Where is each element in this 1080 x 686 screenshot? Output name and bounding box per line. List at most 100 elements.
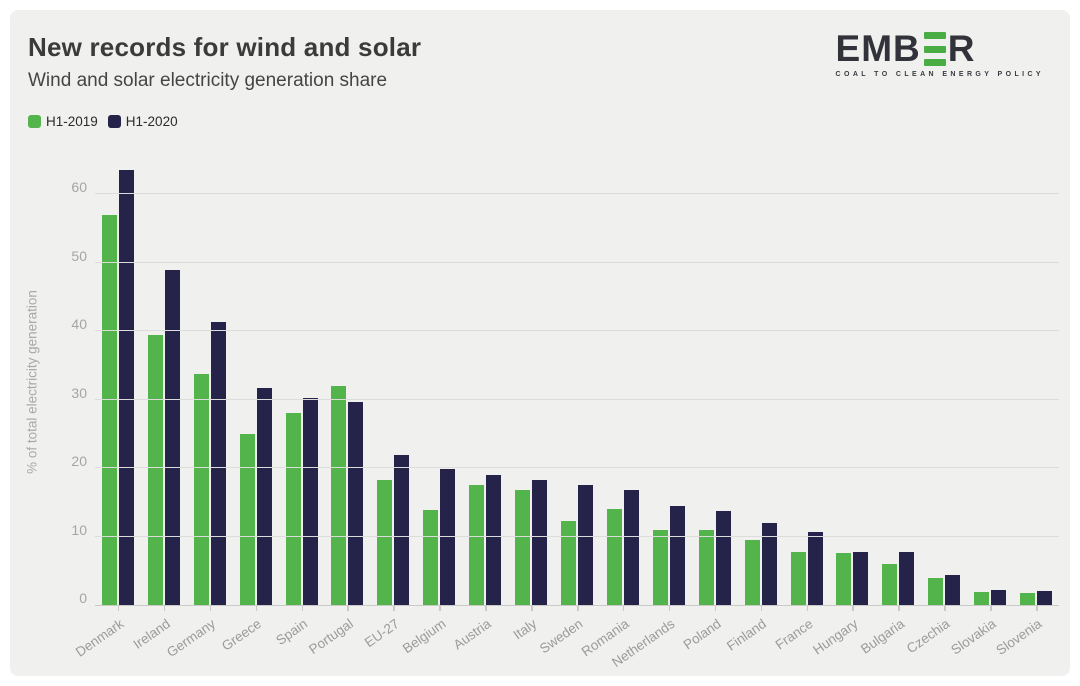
x-tick: [577, 605, 579, 611]
x-axis-label-austria: Austria: [450, 616, 494, 653]
x-tick: [1036, 605, 1038, 611]
legend-label: H1-2019: [46, 114, 98, 129]
bar-h1-2019-austria[interactable]: [469, 484, 485, 605]
bar-group-greece: Greece: [219, 160, 279, 654]
bar-h1-2020-germany[interactable]: [210, 321, 226, 605]
bar-group-austria: Austria: [451, 160, 508, 652]
x-tick: [209, 605, 212, 611]
bar-h1-2019-romania[interactable]: [606, 508, 622, 605]
bar-h1-2020-hungary[interactable]: [853, 551, 869, 605]
bar-h1-2020-austria[interactable]: [486, 474, 502, 605]
bar-h1-2020-greece[interactable]: [256, 388, 272, 605]
bar-group-eu-27: EU-27: [362, 160, 416, 650]
bar-group-france: France: [772, 160, 830, 652]
bar-group-netherlands: Netherlands: [609, 160, 692, 670]
x-axis-label-greece: Greece: [219, 616, 265, 654]
logo-text-start: EMB: [835, 28, 921, 69]
bar-h1-2019-sweden[interactable]: [561, 520, 577, 605]
y-tick-label-0: 0: [79, 590, 87, 606]
bar-group-germany: Germany: [164, 160, 233, 660]
bar-h1-2020-italy[interactable]: [532, 480, 548, 605]
bar-h1-2020-belgium[interactable]: [440, 468, 456, 605]
logo-ebar: [923, 59, 946, 66]
y-tick-label-20: 20: [71, 453, 87, 470]
x-axis-label-finland: Finland: [724, 616, 770, 654]
bar-h1-2019-belgium[interactable]: [423, 509, 439, 605]
x-tick: [347, 605, 349, 611]
bar-h1-2019-france[interactable]: [790, 551, 806, 605]
bar-h1-2020-portugal[interactable]: [348, 402, 364, 605]
x-tick: [255, 605, 258, 611]
bar-h1-2019-poland[interactable]: [698, 530, 714, 605]
y-axis-title: % of total electricity generation: [24, 290, 40, 474]
bar-h1-2020-denmark[interactable]: [118, 169, 134, 605]
gridline-10: [95, 535, 1059, 537]
bar-h1-2019-finland[interactable]: [744, 540, 760, 605]
x-tick: [714, 605, 717, 611]
bar-h1-2020-netherlands[interactable]: [669, 506, 685, 605]
bar-h1-2019-slovakia[interactable]: [974, 592, 990, 605]
legend: H1-2019 H1-2020: [28, 114, 178, 129]
x-tick: [393, 605, 395, 611]
x-axis-label-poland: Poland: [680, 616, 724, 653]
legend-item-h1-2020[interactable]: H1-2020: [107, 114, 178, 129]
bar-h1-2020-france[interactable]: [807, 532, 823, 605]
bar-group-italy: Italy: [508, 160, 554, 642]
bar-group-denmark: Denmark: [73, 160, 141, 660]
page-subtitle: Wind and solar electricity generation sh…: [28, 70, 388, 91]
bar-group-hungary: Hungary: [811, 160, 876, 658]
bar-h1-2020-ireland[interactable]: [164, 270, 180, 605]
legend-label: H1-2020: [125, 114, 178, 129]
x-tick: [439, 605, 441, 611]
bar-h1-2019-czechia[interactable]: [928, 577, 944, 605]
bar-h1-2019-ireland[interactable]: [147, 335, 163, 605]
y-tick-label-60: 60: [71, 179, 87, 196]
bar-h1-2020-romania[interactable]: [623, 490, 639, 605]
bar-h1-2019-italy[interactable]: [515, 490, 531, 605]
bar-h1-2019-germany[interactable]: [193, 374, 209, 605]
ember-logo: EMB R COAL TO CLEAN ENERGY POLICY: [836, 30, 1044, 78]
x-tick: [668, 605, 671, 611]
bar-h1-2019-denmark[interactable]: [101, 214, 117, 605]
x-axis-label-bulgaria: Bulgaria: [857, 616, 907, 657]
bar-h1-2020-finland[interactable]: [761, 522, 777, 605]
x-tick: [531, 605, 533, 611]
x-axis-label-france: France: [772, 616, 816, 653]
bar-h1-2019-greece[interactable]: [239, 433, 255, 605]
bar-h1-2019-netherlands[interactable]: [652, 529, 668, 605]
bar-h1-2020-czechia[interactable]: [945, 574, 961, 605]
x-axis-line: [95, 604, 1059, 606]
x-tick: [117, 605, 120, 611]
bar-h1-2020-poland[interactable]: [715, 511, 731, 605]
bar-h1-2019-bulgaria[interactable]: [882, 563, 898, 605]
bar-groups: Denmark Ireland Germany Greece Spain Portugal…: [73, 160, 1059, 670]
bar-h1-2019-spain[interactable]: [285, 412, 301, 605]
x-tick: [898, 605, 900, 611]
x-axis-label-denmark: Denmark: [73, 616, 127, 660]
x-axis-label-spain: Spain: [273, 616, 311, 649]
x-tick: [485, 605, 487, 611]
page-title: New records for wind and solar: [28, 32, 422, 62]
bar-h1-2020-spain[interactable]: [302, 398, 318, 605]
bar-h1-2019-slovenia[interactable]: [1020, 593, 1036, 605]
bar-h1-2019-portugal[interactable]: [331, 385, 347, 605]
gridline-40: [95, 330, 1059, 332]
bar-h1-2020-bulgaria[interactable]: [899, 552, 915, 605]
bar-h1-2020-slovenia[interactable]: [1037, 590, 1053, 605]
bar-h1-2019-eu-27[interactable]: [377, 480, 393, 605]
bar-group-slovakia: Slovakia: [948, 160, 1013, 658]
bar-h1-2020-eu-27[interactable]: [394, 455, 410, 605]
x-tick: [301, 605, 304, 611]
logo-green-e-icon: [921, 30, 948, 67]
bar-group-ireland: Ireland: [130, 160, 187, 652]
bar-h1-2020-slovakia[interactable]: [991, 589, 1007, 605]
logo-text-end: R: [947, 28, 976, 69]
x-axis-label-czechia: Czechia: [904, 616, 953, 657]
logo-ebar: [923, 32, 946, 39]
bar-h1-2020-sweden[interactable]: [578, 484, 594, 605]
x-axis-label-portugal: Portugal: [306, 616, 357, 658]
legend-item-h1-2019[interactable]: H1-2019: [28, 114, 98, 129]
bar-group-belgium: Belgium: [399, 160, 462, 656]
x-tick: [622, 605, 625, 611]
bar-h1-2019-hungary[interactable]: [836, 553, 852, 605]
